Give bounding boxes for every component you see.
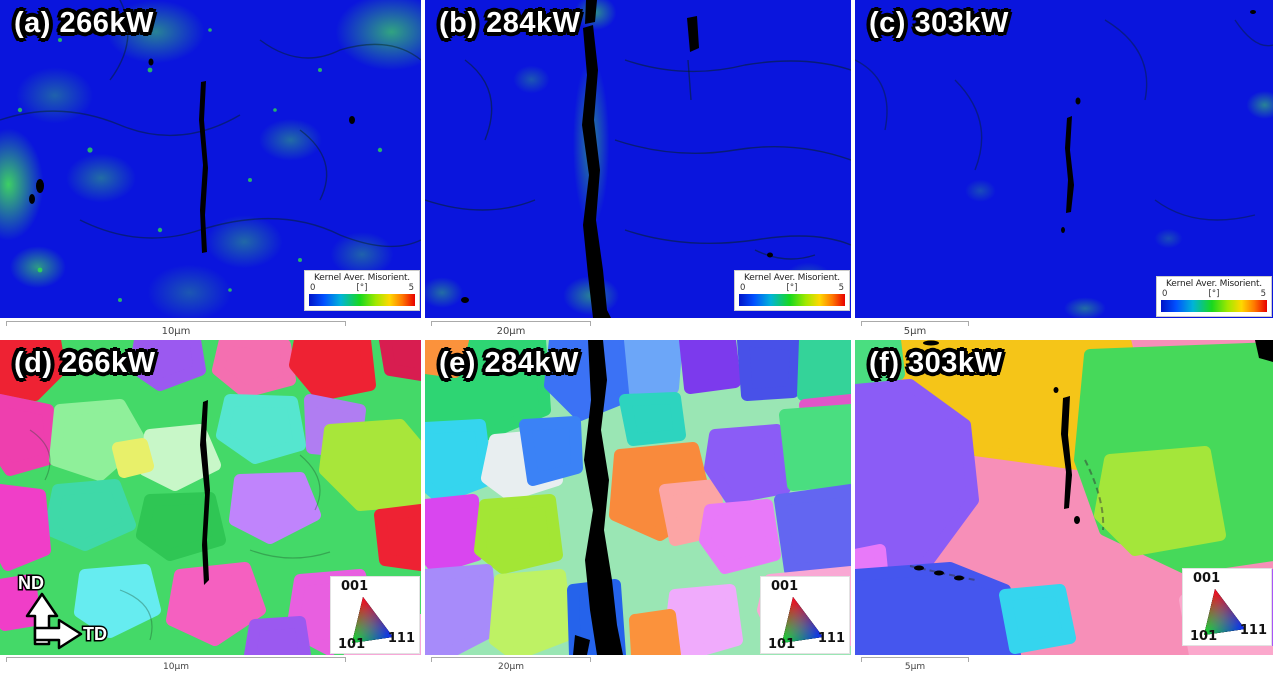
- scale-bar-label: 5μm: [904, 662, 926, 672]
- scale-bar-c: 5μm: [861, 321, 969, 338]
- ipf-legend-111: 111: [817, 631, 845, 646]
- kam-speckles: [17, 28, 383, 302]
- ipf-triangle-legend: 001 101 111: [331, 577, 419, 653]
- ipf-color-triangle: [352, 597, 393, 643]
- nd-axis-label: ND: [18, 573, 44, 593]
- panel-f-ipf-map: (f) 303kW: [855, 340, 1273, 655]
- grains: [425, 340, 851, 655]
- scale-bar-line: [6, 657, 346, 662]
- ipf-row: (d) 266kW: [0, 340, 1273, 655]
- ipf-legend-101: 101: [1190, 629, 1218, 644]
- ipf-grain-map-f: [855, 340, 1273, 655]
- ipf-legend-001: 001: [771, 579, 799, 594]
- kam-colorbar-gradient: [309, 294, 415, 306]
- panel-b-kam-map: (b) 284kW Kern: [425, 0, 851, 318]
- panel-f-label: (f) 303kW: [869, 347, 1003, 379]
- ipf-legend-101: 101: [338, 637, 366, 652]
- ipf-legend-101: 101: [768, 637, 796, 652]
- panel-a-kam-map: (a) 266kW: [0, 0, 421, 318]
- kam-legend-title: Kernel Aver. Misorient.: [744, 273, 840, 283]
- kam-map-graphic-c: [855, 10, 1273, 233]
- kam-legend-title: Kernel Aver. Misorient.: [1166, 279, 1262, 289]
- ipf-triangle-legend: 001 101 111: [1183, 569, 1271, 645]
- kam-colorbar-gradient: [739, 294, 845, 306]
- scale-bar-f: 5μm: [861, 657, 969, 672]
- ipf-legend-111: 111: [387, 631, 415, 646]
- kam-colorbar-legend: Kernel Aver. Misorient. 0 [°] 5: [304, 270, 420, 311]
- panel-b-label: (b) 284kW: [439, 7, 581, 39]
- kam-legend-scale: 0 [°] 5: [739, 283, 845, 293]
- scale-bar-e: 20μm: [431, 657, 591, 672]
- panel-c-kam-map: (c) 303kW Kernel Aver. Misorient.: [855, 0, 1273, 318]
- scale-bar-b: 20μm: [431, 321, 591, 338]
- scale-bar-d: 10μm: [6, 657, 346, 672]
- crack-shape: [461, 0, 773, 318]
- kam-legend-min: 0: [740, 283, 746, 293]
- scale-bar-label: 10μm: [163, 662, 189, 672]
- crack-shape: [200, 400, 210, 585]
- kam-legend-max: 5: [838, 283, 844, 293]
- panel-d-ipf-map: (d) 266kW: [0, 340, 421, 655]
- scale-bar-line: [431, 657, 591, 662]
- kam-map-graphic-b: [425, 0, 851, 318]
- panel-d-label: (d) 266kW: [14, 347, 156, 379]
- panel-e-ipf-map: (e) 284kW: [425, 340, 851, 655]
- kam-legend-max: 5: [1260, 289, 1266, 299]
- crack-shape: [573, 340, 623, 655]
- nd-td-axis-indicator: ND TD: [17, 572, 109, 650]
- kam-legend-unit: [°]: [1208, 289, 1220, 299]
- scale-bar-label: 10μm: [161, 326, 191, 337]
- scale-bar-label: 20μm: [498, 662, 524, 672]
- ipf-color-triangle: [782, 597, 823, 643]
- crack-shape: [1061, 10, 1256, 233]
- kam-colorbar-gradient: [1161, 300, 1267, 312]
- kam-map-graphic-a: [0, 0, 421, 302]
- grains: [855, 340, 1273, 655]
- kam-row: (a) 266kW: [0, 0, 1273, 318]
- scale-bar-label: 5μm: [903, 326, 927, 337]
- ipf-color-triangle: [1204, 589, 1245, 635]
- ipf-legend-001: 001: [1193, 571, 1221, 586]
- kam-legend-max: 5: [408, 283, 414, 293]
- scale-bar-a: 10μm: [6, 321, 346, 338]
- panel-e-label: (e) 284kW: [439, 347, 579, 379]
- ipf-triangle-legend: 001 101 111: [761, 577, 849, 653]
- scale-bar-line: [861, 321, 969, 326]
- kam-legend-min: 0: [1162, 289, 1168, 299]
- td-axis-label: TD: [83, 624, 107, 644]
- crack-shape: [29, 58, 355, 253]
- scalebar-strip-top: 10μm 20μm 5μm: [0, 318, 1273, 340]
- grain-boundaries: [29, 429, 331, 641]
- scale-bar-line: [6, 321, 346, 326]
- kam-legend-min: 0: [310, 283, 316, 293]
- kam-legend-unit: [°]: [356, 283, 368, 293]
- kam-legend-title: Kernel Aver. Misorient.: [314, 273, 410, 283]
- scale-bar-line: [431, 321, 591, 326]
- scale-bar-label: 20μm: [496, 326, 526, 337]
- panel-a-label: (a) 266kW: [14, 7, 154, 39]
- panel-c-label: (c) 303kW: [869, 7, 1009, 39]
- scale-bar-line: [861, 657, 969, 662]
- grain-boundaries: [425, 59, 851, 260]
- scalebar-strip-bottom: 10μm 20μm 5μm: [0, 655, 1273, 673]
- kam-legend-unit: [°]: [786, 283, 798, 293]
- ipf-legend-001: 001: [341, 579, 369, 594]
- grain-boundaries: [855, 19, 1273, 221]
- kam-legend-scale: 0 [°] 5: [309, 283, 415, 293]
- kam-colorbar-legend: Kernel Aver. Misorient. 0 [°] 5: [734, 270, 850, 311]
- ipf-legend-111: 111: [1239, 623, 1267, 638]
- kam-colorbar-legend: Kernel Aver. Misorient. 0 [°] 5: [1156, 276, 1272, 317]
- kam-legend-scale: 0 [°] 5: [1161, 289, 1267, 299]
- crack-shape: [914, 340, 1273, 581]
- right-arrow-icon: [33, 618, 83, 650]
